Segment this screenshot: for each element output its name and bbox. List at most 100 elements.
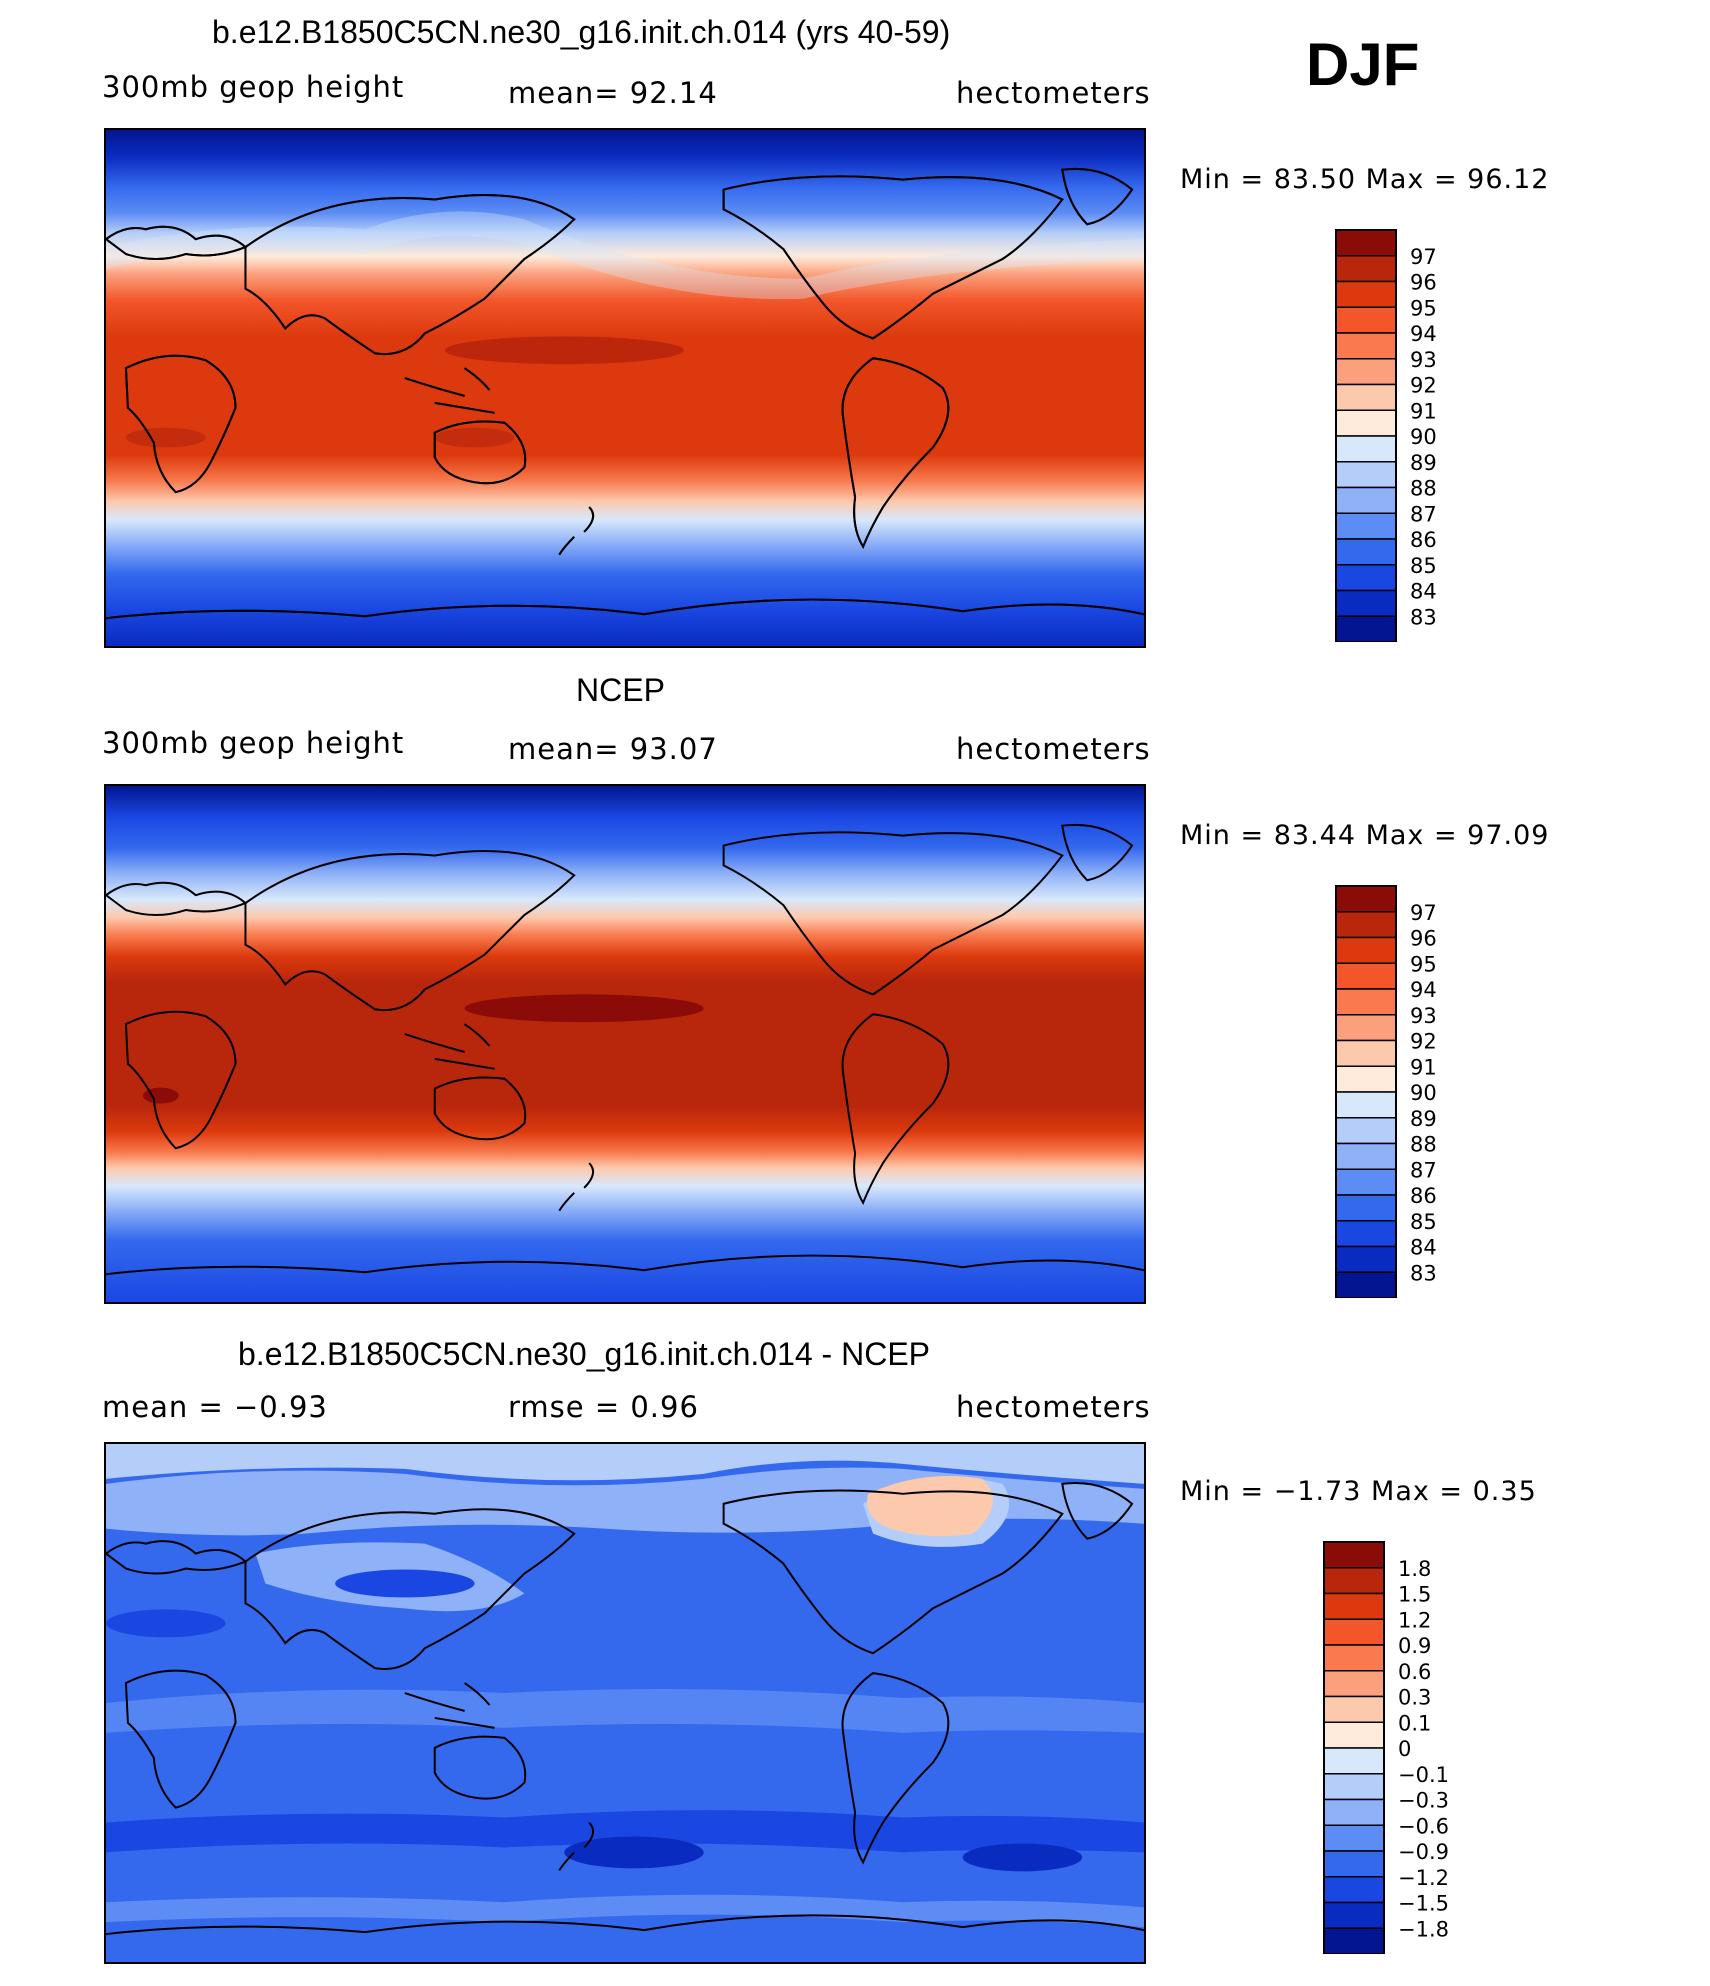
panel-1-colorbar: 97 96 95 94 93 92 91 90 89 88 87 86 85 84 83 [1334, 228, 1534, 642]
colorbar-swatch [1335, 461, 1397, 489]
colorbar-swatch [1323, 1541, 1385, 1569]
colorbar-swatch [1335, 306, 1397, 334]
panel-3-colorbar-svg: 1.81.51.20.90.60.30.10−0.1−0.3−0.6−0.9−1… [1323, 1541, 1449, 1954]
panel-3-mean-label: mean = −0.93 [102, 1390, 328, 1424]
colorbar-swatch [1323, 1618, 1385, 1646]
colorbar-swatch [1335, 332, 1397, 360]
colorbar-swatch [1335, 538, 1397, 566]
colorbar-swatch [1323, 1824, 1385, 1852]
panel-3-rmse-label: rmse = 0.96 [508, 1390, 699, 1424]
panel-1-mean-label: mean= 92.14 [508, 76, 718, 110]
colorbar-swatch [1335, 1014, 1397, 1042]
panel-2-variable-label: 300mb geop height [102, 726, 405, 760]
colorbar-tick-label: 85 [1410, 554, 1437, 578]
colorbar-tick-label: 90 [1410, 425, 1437, 449]
panel-3-map [104, 1442, 1146, 1964]
panel-2-minmax: Min = 83.44 Max = 97.09 [1180, 820, 1550, 851]
panel-2-colorbar: 97 96 95 94 93 92 91 90 89 88 87 86 85 84 83 [1334, 884, 1534, 1298]
colorbar-swatch [1335, 1194, 1397, 1222]
panel-2-title: NCEP [576, 672, 665, 708]
colorbar-swatch [1335, 486, 1397, 514]
colorbar-swatch [1335, 564, 1397, 592]
colorbar-swatch [1335, 1142, 1397, 1170]
colorbar-tick-label: 97 [1410, 901, 1437, 925]
colorbar-swatch [1323, 1850, 1385, 1878]
colorbar-tick-label: 96 [1410, 927, 1437, 951]
colorbar-tick-label: 0.3 [1398, 1686, 1431, 1710]
colorbar-swatch [1335, 1168, 1397, 1196]
colorbar-swatch [1323, 1644, 1385, 1672]
colorbar-tick-label: 92 [1410, 374, 1437, 398]
colorbar-tick-label: −0.6 [1398, 1814, 1449, 1838]
colorbar-tick-label: 88 [1410, 1133, 1437, 1157]
colorbar-outline [1335, 885, 1397, 1298]
colorbar-outline [1335, 229, 1397, 642]
panel-2-map [104, 784, 1146, 1304]
colorbar-tick-label: 0 [1398, 1737, 1411, 1761]
colorbar-tick-label: 1.2 [1398, 1608, 1431, 1632]
panel-3-minmax: Min = −1.73 Max = 0.35 [1180, 1476, 1537, 1507]
colorbar-tick-label: 89 [1410, 1107, 1437, 1131]
colorbar-swatch [1335, 229, 1397, 257]
panel-2-units-label: hectometers [956, 732, 1151, 766]
colorbar-swatch [1323, 1670, 1385, 1698]
colorbar-tick-label: 88 [1410, 477, 1437, 501]
colorbar-tick-label: 84 [1410, 580, 1437, 604]
colorbar-tick-label: −0.1 [1398, 1763, 1449, 1787]
colorbar-swatch [1335, 435, 1397, 463]
colorbar-swatch [1335, 589, 1397, 617]
colorbar-swatch [1335, 1245, 1397, 1273]
colorbar-tick-label: −1.2 [1398, 1866, 1449, 1890]
panel-3-units-label: hectometers [956, 1390, 1151, 1424]
colorbar-tick-label: 0.1 [1398, 1711, 1431, 1735]
colorbar-tick-label: 0.6 [1398, 1660, 1431, 1684]
colorbar-tick-label: 84 [1410, 1236, 1437, 1260]
colorbar-swatch [1323, 1927, 1385, 1954]
colorbar-swatch [1323, 1567, 1385, 1595]
colorbar-swatch [1323, 1901, 1385, 1929]
colorbar-swatch [1335, 1220, 1397, 1248]
colorbar-outline [1323, 1541, 1385, 1954]
colorbar-swatch [1335, 988, 1397, 1016]
colorbar-tick-label: 85 [1410, 1210, 1437, 1234]
colorbar-tick-label: 94 [1410, 978, 1437, 1002]
colorbar-swatch [1323, 1876, 1385, 1904]
panel-1-map [104, 128, 1146, 648]
colorbar-swatch [1335, 1039, 1397, 1067]
panel-1-minmax: Min = 83.50 Max = 96.12 [1180, 164, 1550, 195]
panel-3-colorbar: 1.8 1.5 1.2 0.9 0.6 0.3 0.1 0 −0.1 −0.3 −0.6 −0.9 −1… [1322, 1540, 1534, 1954]
colorbar-tick-label: 97 [1410, 245, 1437, 269]
colorbar-tick-label: −0.3 [1398, 1789, 1449, 1813]
colorbar-swatch [1323, 1721, 1385, 1749]
colorbar-tick-label: 96 [1410, 271, 1437, 295]
panel-1-title: b.e12.B1850C5CN.ne30_g16.init.ch.014 (yr… [212, 14, 951, 50]
colorbar-swatch [1335, 615, 1397, 642]
panel-2-mean-label: mean= 93.07 [508, 732, 718, 766]
colorbar-swatch [1335, 911, 1397, 939]
colorbar-tick-label: 89 [1410, 451, 1437, 475]
colorbar-swatch [1335, 1117, 1397, 1145]
colorbar-swatch [1335, 358, 1397, 386]
colorbar-tick-label: 87 [1410, 1158, 1437, 1182]
colorbar-tick-label: 93 [1410, 348, 1437, 372]
colorbar-tick-label: −0.9 [1398, 1840, 1449, 1864]
colorbar-tick-label: 83 [1410, 1261, 1437, 1285]
colorbar-tick-label: 90 [1410, 1081, 1437, 1105]
colorbar-swatch [1335, 1271, 1397, 1298]
colorbar-tick-label: 86 [1410, 1184, 1437, 1208]
colorbar-tick-label: 95 [1410, 952, 1437, 976]
colorbar-tick-label: 92 [1410, 1030, 1437, 1054]
colorbar-tick-label: 95 [1410, 296, 1437, 320]
colorbar-tick-label: 91 [1410, 1055, 1437, 1079]
colorbar-swatch [1335, 512, 1397, 540]
colorbar-swatch [1335, 1065, 1397, 1093]
colorbar-swatch [1335, 280, 1397, 308]
colorbar-tick-label: 94 [1410, 322, 1437, 346]
colorbar-swatch [1335, 936, 1397, 964]
colorbar-swatch [1335, 383, 1397, 411]
colorbar-swatch [1335, 962, 1397, 990]
colorbar-swatch [1335, 1091, 1397, 1119]
panel-1-units-label: hectometers [956, 76, 1151, 110]
colorbar-tick-label: 86 [1410, 528, 1437, 552]
